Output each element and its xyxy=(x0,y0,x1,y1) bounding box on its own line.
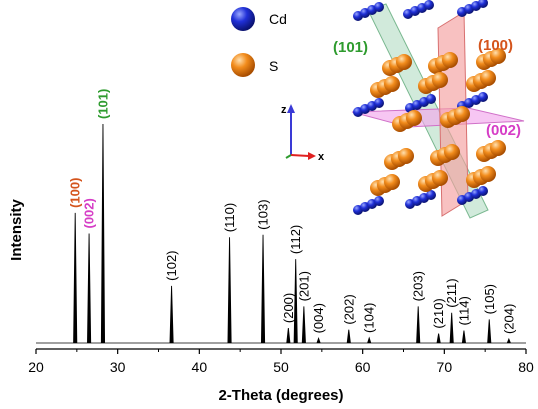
x-axis-arrow xyxy=(290,154,310,157)
s-atom xyxy=(396,54,412,70)
peak-label-103: (103) xyxy=(256,199,271,229)
s-atom xyxy=(442,52,458,68)
s-atoms xyxy=(370,48,506,196)
peak-101 xyxy=(100,123,106,344)
peak-112 xyxy=(293,259,298,344)
x-axis-label: x xyxy=(318,151,325,163)
atom-legend: Cd S xyxy=(231,7,287,77)
peak-100 xyxy=(73,212,78,344)
s-atom xyxy=(432,170,448,186)
peak-114 xyxy=(461,330,466,344)
peak-label-101: (101) xyxy=(95,89,110,119)
cd-atom xyxy=(478,186,488,196)
peak-label-210: (210) xyxy=(431,298,446,328)
peak-label-004: (004) xyxy=(311,303,326,333)
s-atom xyxy=(444,144,460,160)
plot-frame xyxy=(36,342,526,350)
cd-atoms xyxy=(353,0,488,215)
peak-label-203: (203) xyxy=(411,271,426,301)
cd-atom xyxy=(478,92,488,102)
peak-203 xyxy=(416,306,421,344)
peak-label-110: (110) xyxy=(222,203,237,232)
peak-105 xyxy=(487,319,492,344)
s-atom xyxy=(490,48,506,64)
peak-series xyxy=(73,123,511,344)
peak-200 xyxy=(286,328,291,344)
z-arrow-head xyxy=(287,104,295,113)
peak-201 xyxy=(301,306,306,344)
cd-atom xyxy=(478,0,488,8)
plane-label-101: (101) xyxy=(333,39,368,56)
peak-103 xyxy=(260,234,266,344)
peak-label-002: (002) xyxy=(82,198,97,228)
x-tick-labels: 20 30 40 50 60 70 80 xyxy=(28,359,534,375)
s-legend-marker xyxy=(231,53,255,77)
peak-label-102: (102) xyxy=(164,250,179,280)
peak-102 xyxy=(169,285,174,344)
cd-atom xyxy=(374,2,384,12)
s-legend-label: S xyxy=(269,58,278,74)
x-arrow-head xyxy=(308,152,316,160)
x-tick-label: 40 xyxy=(192,359,208,375)
cd-atom xyxy=(426,190,436,200)
s-atom xyxy=(480,166,496,182)
cd-atom xyxy=(374,98,384,108)
peak-210 xyxy=(436,333,441,344)
peak-label-104: (104) xyxy=(362,303,377,333)
s-atom xyxy=(384,76,400,92)
peak-204 xyxy=(506,337,511,344)
y-axis-arrow xyxy=(285,154,292,159)
peak-label-114: (114) xyxy=(456,296,471,325)
s-atom xyxy=(432,72,448,88)
x-ticks xyxy=(35,349,527,354)
peak-label-202: (202) xyxy=(341,294,356,324)
cd-legend-label: Cd xyxy=(269,11,287,27)
s-atom xyxy=(454,106,470,122)
peak-002 xyxy=(87,233,92,344)
peak-label-100: (100) xyxy=(68,178,83,208)
peak-202 xyxy=(346,329,351,344)
z-axis-label: z xyxy=(281,104,287,116)
s-atom xyxy=(490,140,506,156)
peak-labels: (100)(002) (101) (102) (110) (103) (200) (112)… xyxy=(68,89,517,334)
peak-label-112: (112) xyxy=(288,225,303,254)
peak-label-204: (204) xyxy=(501,304,516,334)
s-atom xyxy=(398,148,414,164)
s-atom xyxy=(384,174,400,190)
plane-label-002: (002) xyxy=(486,122,521,139)
peak-110 xyxy=(227,237,232,344)
peak-label-200: (200) xyxy=(281,293,296,323)
cd-atom xyxy=(426,94,436,104)
x-tick-label: 80 xyxy=(518,359,534,375)
plane-label-100: (100) xyxy=(478,37,513,54)
x-tick-label: 20 xyxy=(28,359,44,375)
x-tick-label: 70 xyxy=(437,359,453,375)
cd-legend-marker xyxy=(231,7,255,31)
y-axis-title: Intensity xyxy=(8,199,25,261)
peak-label-211: (211) xyxy=(444,278,459,307)
x-tick-label: 50 xyxy=(273,359,289,375)
s-atom xyxy=(406,110,422,126)
peak-label-201: (201) xyxy=(296,271,311,301)
s-atom xyxy=(480,70,496,86)
peak-211 xyxy=(449,312,454,344)
cd-atom xyxy=(424,0,434,10)
crystal-structure: (101) (100) (002) xyxy=(333,0,525,219)
x-tick-label: 30 xyxy=(110,359,126,375)
peak-004 xyxy=(316,337,321,344)
coordinate-axes: z x xyxy=(281,104,325,163)
cd-atom xyxy=(374,196,384,206)
x-axis-title: 2-Theta (degrees) xyxy=(218,387,343,404)
peak-104 xyxy=(367,336,372,344)
x-tick-label: 60 xyxy=(355,359,371,375)
peak-label-105: (105) xyxy=(482,284,497,314)
